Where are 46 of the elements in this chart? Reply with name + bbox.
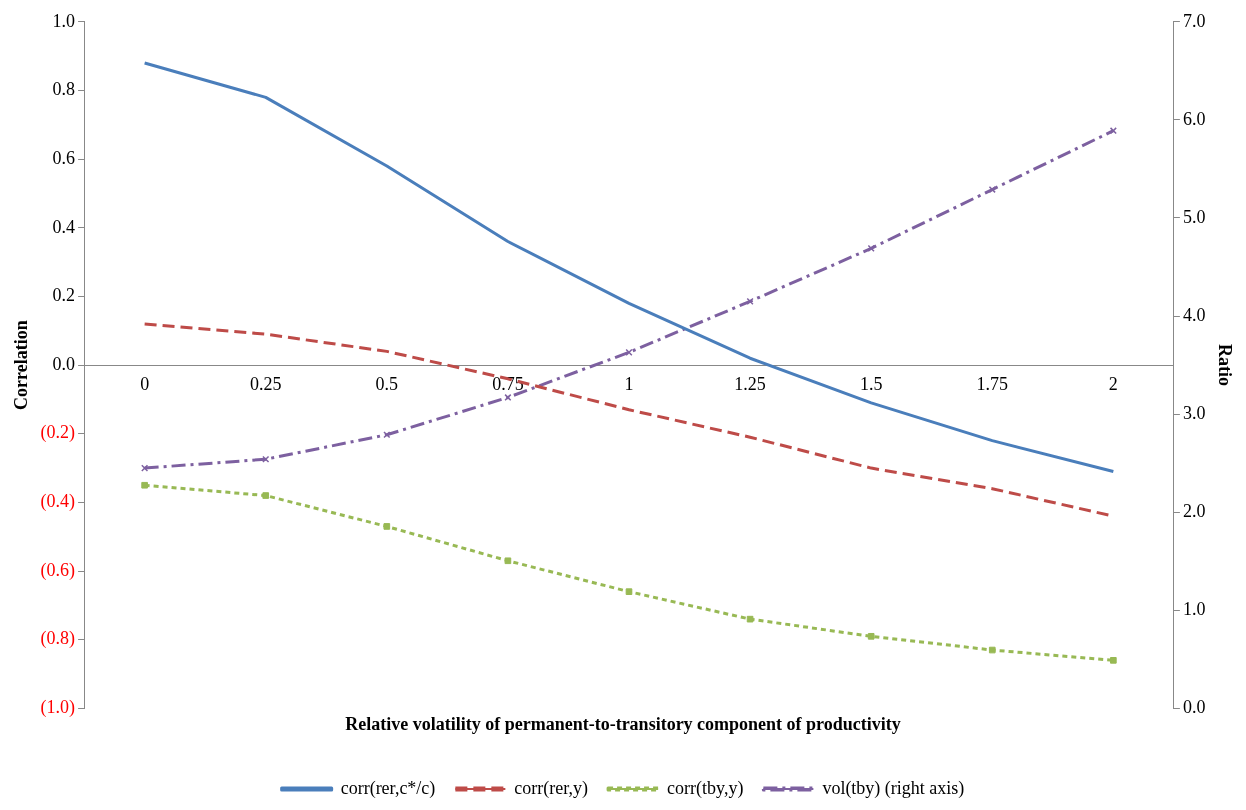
x-tick-label: 1.25 (734, 373, 766, 394)
y2-tick-label: 7.0 (1182, 10, 1206, 31)
y2-tick-label: 2.0 (1182, 500, 1206, 521)
point (625, 588, 633, 596)
y-tick-label: 0.6 (52, 147, 76, 168)
point (1109, 127, 1117, 135)
point (1110, 657, 1117, 664)
point (141, 481, 148, 489)
y2-tick-label: 0.0 (1182, 697, 1206, 718)
y2-tick-label: 3.0 (1182, 402, 1206, 423)
y-tick-label: (0.4) (40, 491, 76, 513)
point (504, 557, 512, 565)
x-tick-label: 0 (140, 373, 150, 394)
y-tick-label: (0.8) (40, 628, 76, 650)
y2-tick-label: 6.0 (1182, 108, 1206, 129)
x-tick-label: 0.25 (249, 373, 282, 394)
point (746, 615, 754, 623)
y-tick-label: (1.0) (40, 697, 76, 719)
point (867, 632, 875, 640)
point (504, 393, 512, 402)
y-tick-label: 0.4 (52, 216, 76, 237)
legend-label: corr(tby,y) (667, 777, 744, 799)
x-axis-title: Relative volatility of permanent-to-transitory component of productivity (345, 714, 901, 735)
point (262, 492, 270, 499)
x-tick-label: 1.75 (976, 373, 1009, 394)
y2-tick-label: 5.0 (1182, 206, 1206, 227)
x-tick-label: 0.5 (375, 373, 399, 394)
point (383, 523, 391, 530)
y-tick-label: (0.6) (40, 559, 76, 581)
y-tick-label: 0.8 (52, 79, 76, 100)
legend-label: vol(tby) (right axis) (822, 777, 965, 799)
point (262, 455, 270, 463)
x-tick-label: 1.5 (859, 373, 883, 394)
legend-label: corr(rer,y) (514, 777, 589, 799)
y-tick-label: 1.0 (52, 10, 76, 31)
x-tick-label: 1 (624, 373, 634, 394)
y-tick-label: 0.2 (52, 285, 76, 306)
x-tick-label: 2 (1108, 373, 1118, 394)
y-tick-label: 0.0 (52, 353, 76, 374)
y2-tick-label: 1.0 (1182, 599, 1206, 620)
point (988, 646, 996, 654)
y-tick-label: (0.2) (40, 422, 76, 444)
y2-axis-title: Ratio (1214, 344, 1235, 387)
legend-label: corr(rer,c*/c) (340, 777, 436, 799)
y2-tick-label: 4.0 (1182, 304, 1206, 325)
y-axis-title: Correlation (11, 320, 32, 410)
